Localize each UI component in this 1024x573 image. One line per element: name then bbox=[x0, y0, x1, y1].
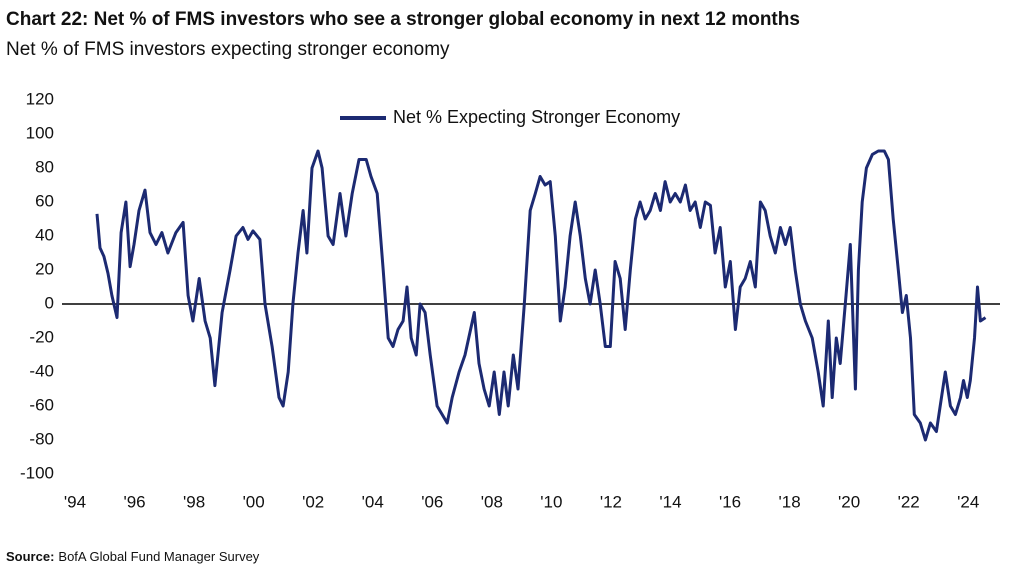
y-tick-label: -80 bbox=[29, 429, 54, 448]
source-text: BofA Global Fund Manager Survey bbox=[58, 549, 259, 564]
x-tick-label: '98 bbox=[183, 492, 205, 511]
x-tick-label: '04 bbox=[362, 492, 384, 511]
y-tick-label: 100 bbox=[26, 123, 54, 142]
x-tick-label: '08 bbox=[481, 492, 503, 511]
y-tick-label: 40 bbox=[35, 225, 54, 244]
series-line bbox=[95, 149, 987, 442]
y-tick-label: 0 bbox=[45, 293, 54, 312]
chart-title: Chart 22: Net % of FMS investors who see… bbox=[6, 9, 800, 30]
x-tick-label: '18 bbox=[779, 492, 801, 511]
y-tick-label: 120 bbox=[26, 89, 54, 108]
y-tick-label: 80 bbox=[35, 157, 54, 176]
x-tick-label: '96 bbox=[123, 492, 145, 511]
x-tick-label: '16 bbox=[719, 492, 741, 511]
legend-label: Net % Expecting Stronger Economy bbox=[393, 107, 680, 127]
x-tick-label: '12 bbox=[600, 492, 622, 511]
y-tick-label: -100 bbox=[20, 463, 54, 482]
x-tick-label: '22 bbox=[898, 492, 920, 511]
x-tick-label: '14 bbox=[659, 492, 681, 511]
x-tick-label: '10 bbox=[540, 492, 562, 511]
y-tick-label: -60 bbox=[29, 395, 54, 414]
x-tick-label: '20 bbox=[838, 492, 860, 511]
y-tick-label: 20 bbox=[35, 259, 54, 278]
source-label: Source: bbox=[6, 549, 54, 564]
y-tick-label: -20 bbox=[29, 327, 54, 346]
x-tick-label: '24 bbox=[957, 492, 979, 511]
y-tick-label: -40 bbox=[29, 361, 54, 380]
x-tick-label: '94 bbox=[64, 492, 86, 511]
x-tick-label: '02 bbox=[302, 492, 324, 511]
x-tick-label: '00 bbox=[243, 492, 265, 511]
y-tick-label: 60 bbox=[35, 191, 54, 210]
chart-subtitle: Net % of FMS investors expecting stronge… bbox=[6, 39, 450, 60]
source: Source: BofA Global Fund Manager Survey bbox=[6, 549, 260, 564]
x-tick-label: '06 bbox=[421, 492, 443, 511]
